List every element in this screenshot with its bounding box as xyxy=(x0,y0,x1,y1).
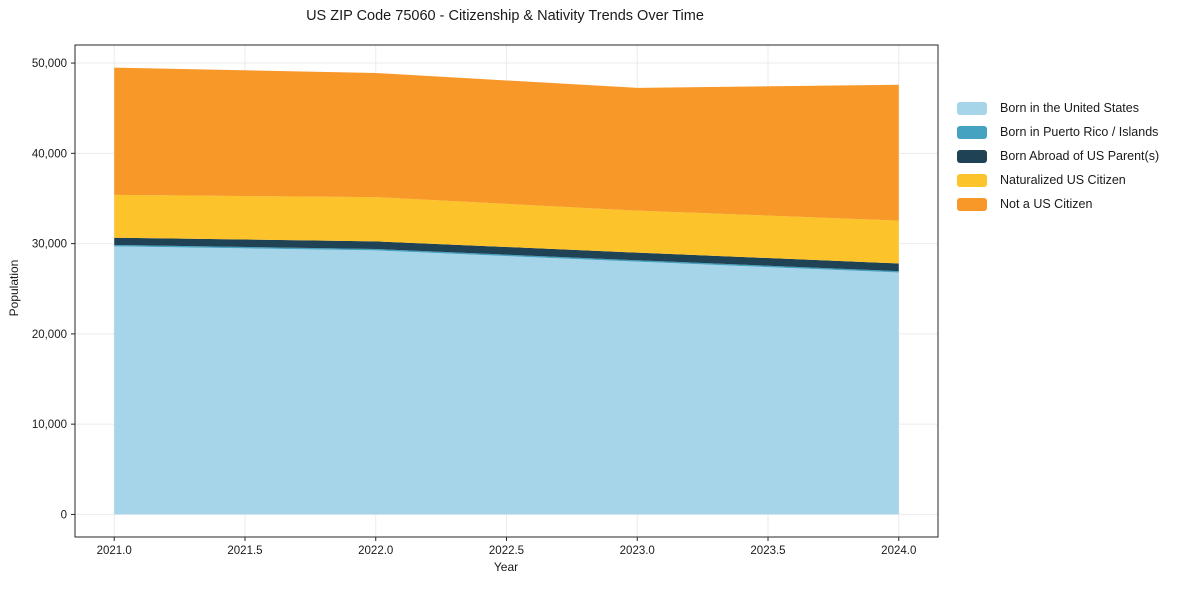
legend-swatch xyxy=(957,197,987,211)
x-tick-label: 2022.0 xyxy=(358,545,393,557)
legend-label: Born in Puerto Rico / Islands xyxy=(1000,125,1159,139)
x-tick-label: 2021.5 xyxy=(227,545,262,557)
legend-item: Naturalized US Citizen xyxy=(957,173,1159,187)
y-tick-label: 10,000 xyxy=(32,419,67,431)
legend: Born in the United States Born in Puerto … xyxy=(957,101,1159,211)
legend-item: Not a US Citizen xyxy=(957,197,1159,211)
y-tick-label: 40,000 xyxy=(32,148,67,160)
legend-label: Born in the United States xyxy=(1000,101,1139,115)
area-series-0 xyxy=(114,246,899,515)
x-tick-label: 2024.0 xyxy=(881,545,916,557)
chart-title: US ZIP Code 75060 - Citizenship & Nativi… xyxy=(306,8,704,24)
legend-item: Born Abroad of US Parent(s) xyxy=(957,149,1159,163)
legend-swatch xyxy=(957,173,987,187)
y-tick-label: 20,000 xyxy=(32,329,67,341)
area-series-3 xyxy=(114,194,899,264)
x-axis-label: Year xyxy=(493,560,519,574)
legend-item: Born in the United States xyxy=(957,101,1159,115)
x-tick-label: 2023.5 xyxy=(750,545,785,557)
x-tick-label: 2022.5 xyxy=(489,545,524,557)
x-tick-label: 2023.0 xyxy=(620,545,655,557)
y-axis-label: Population xyxy=(7,259,21,317)
y-tick-label: 50,000 xyxy=(32,58,67,70)
legend-label: Naturalized US Citizen xyxy=(1000,173,1126,187)
y-tick-label: 0 xyxy=(61,509,67,521)
area-series-4 xyxy=(114,67,899,221)
x-tick-label: 2021.0 xyxy=(97,545,132,557)
legend-swatch xyxy=(957,101,987,115)
area-series-2 xyxy=(114,237,899,272)
y-tick-label: 30,000 xyxy=(32,239,67,251)
legend-swatch xyxy=(957,125,987,139)
legend-label: Not a US Citizen xyxy=(1000,197,1093,211)
legend-item: Born in Puerto Rico / Islands xyxy=(957,125,1159,139)
legend-swatch xyxy=(957,149,987,163)
legend-label: Born Abroad of US Parent(s) xyxy=(1000,149,1160,163)
